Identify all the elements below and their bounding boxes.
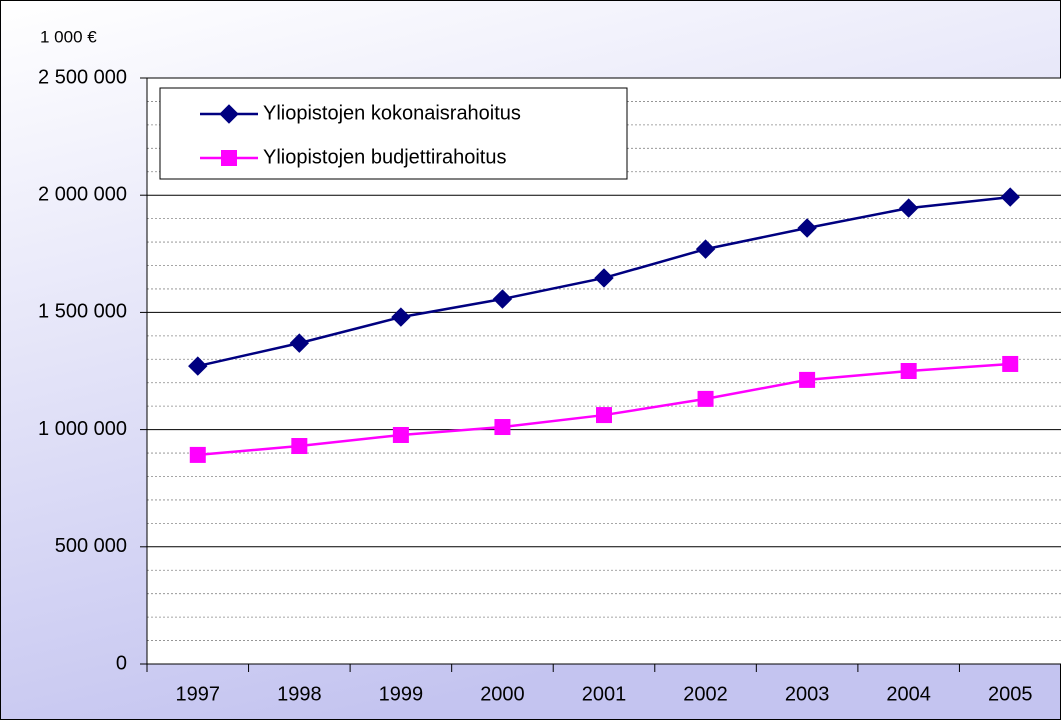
legend-label: Yliopistojen kokonaisrahoitus xyxy=(263,102,521,124)
marker xyxy=(1002,355,1019,372)
marker xyxy=(596,407,612,424)
marker xyxy=(219,104,239,124)
x-tick-label: 2003 xyxy=(785,683,830,705)
marker xyxy=(695,239,716,259)
x-tick-label: 2005 xyxy=(988,683,1033,705)
marker xyxy=(291,438,308,455)
marker xyxy=(900,363,917,379)
marker xyxy=(1000,187,1020,207)
x-tick-label: 2002 xyxy=(683,683,728,705)
marker xyxy=(188,356,208,376)
marker xyxy=(392,426,409,443)
marker xyxy=(797,218,817,238)
y-tick-label: 500 000 xyxy=(55,535,127,557)
y-tick-label: 2 500 000 xyxy=(38,66,127,88)
x-tick-label: 2004 xyxy=(886,683,931,705)
x-tick-label: 1997 xyxy=(176,683,221,705)
marker xyxy=(289,333,310,353)
x-tick-label: 2001 xyxy=(582,683,627,705)
y-tick-label: 2 000 000 xyxy=(38,183,127,205)
marker xyxy=(594,268,614,288)
marker xyxy=(898,198,919,218)
legend-box xyxy=(159,87,628,180)
legend-label: Yliopistojen budjettirahoitus xyxy=(263,146,507,168)
y-tick-label: 1 000 000 xyxy=(38,418,127,440)
y-tick-label: 1 500 000 xyxy=(38,301,127,323)
marker xyxy=(494,419,511,436)
marker xyxy=(492,289,513,309)
marker xyxy=(189,446,206,463)
x-tick-label: 2000 xyxy=(480,683,525,705)
marker xyxy=(697,390,714,407)
marker xyxy=(799,371,816,388)
y-tick-label: 0 xyxy=(116,652,127,674)
unit-label: 1 000 € xyxy=(40,27,97,46)
marker xyxy=(221,150,237,166)
x-tick-label: 1999 xyxy=(379,683,424,705)
marker xyxy=(391,307,411,327)
x-tick-label: 1998 xyxy=(277,683,322,705)
